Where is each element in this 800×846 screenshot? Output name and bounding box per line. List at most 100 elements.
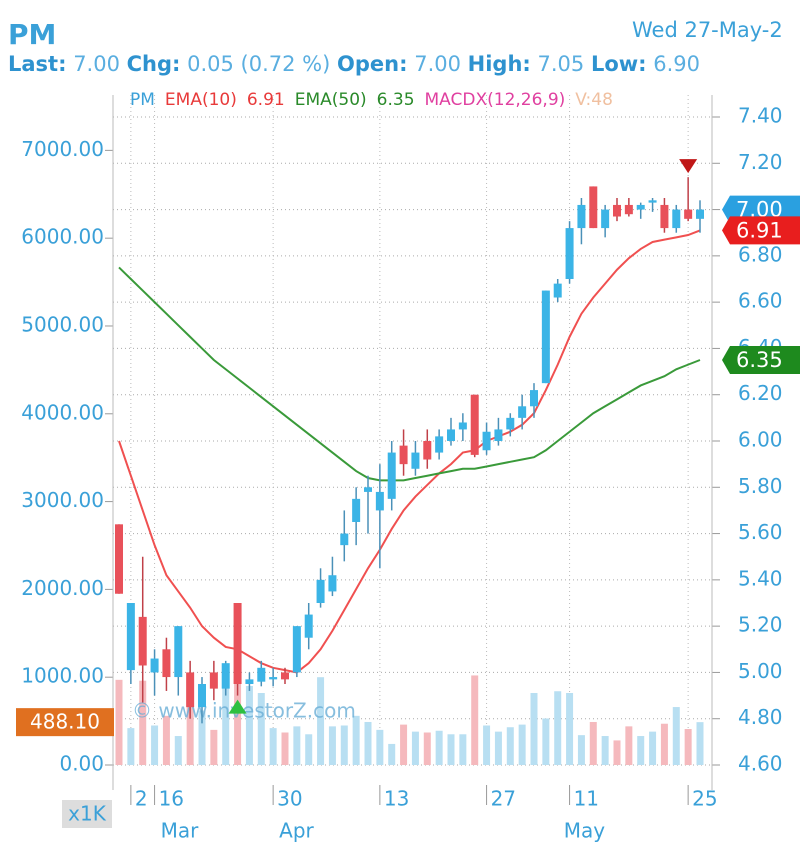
candle-body	[458, 422, 467, 430]
candle-body	[198, 684, 206, 708]
candle-body	[186, 672, 195, 708]
volume-bar	[222, 687, 230, 765]
volume-bar	[127, 728, 135, 765]
volume-bar	[305, 734, 313, 765]
candle-body	[162, 649, 171, 678]
x-tick-label: 13	[384, 787, 409, 811]
volume-bar	[471, 675, 479, 765]
y2-tick-label: 5.20	[738, 613, 783, 637]
y2-tick-label: 6.80	[738, 242, 783, 266]
y2-tick-label: 6.00	[738, 428, 783, 452]
volume-bar	[601, 736, 609, 765]
volume-bar	[566, 693, 574, 765]
date: Wed 27-May-2	[632, 18, 783, 42]
candle-body	[352, 498, 361, 522]
y-tick-label: 3000.00	[21, 488, 104, 512]
candle-body	[281, 672, 289, 680]
stats: Last: 7.00 Chg: 0.05 (0.72 %) Open: 7.00…	[8, 52, 700, 76]
candle-body	[304, 614, 313, 638]
price-badge-label: 6.91	[736, 218, 783, 242]
y-tick-label: 6000.00	[21, 225, 104, 249]
volume-bar	[554, 691, 562, 765]
volume-bar	[293, 726, 301, 765]
volume-bar	[637, 736, 645, 765]
y2-tick-label: 5.80	[738, 474, 783, 498]
volume-bar	[530, 693, 538, 765]
buy-signal	[228, 699, 247, 714]
volume-bar	[459, 734, 467, 765]
volume-bar	[364, 721, 372, 765]
candle-body	[150, 658, 159, 673]
label: Last:	[8, 52, 67, 76]
price-badge	[722, 346, 800, 374]
volume-bar	[388, 743, 396, 765]
candle-body	[399, 445, 408, 465]
x-tick-label: 27	[491, 787, 516, 811]
candle-body	[494, 429, 503, 441]
candle-body	[115, 524, 123, 594]
label: Open:	[337, 52, 408, 76]
candle-body	[648, 200, 657, 203]
y-tick-label: 5000.00	[21, 312, 104, 336]
y2-tick-label: 6.60	[738, 289, 783, 313]
month-label: Apr	[279, 819, 314, 843]
y2-tick-label: 4.60	[738, 752, 783, 776]
candle-body	[375, 491, 384, 511]
ema-line	[118, 229, 701, 674]
volume-bar	[269, 728, 277, 765]
ema-line	[118, 266, 701, 482]
candle-body	[589, 186, 598, 229]
candle-body	[672, 209, 681, 229]
unit-box	[62, 800, 112, 828]
candle-body	[233, 603, 242, 684]
volume-bar	[411, 731, 419, 765]
candle-body	[387, 452, 396, 499]
volume-badge	[16, 708, 114, 737]
volume-bar	[174, 736, 182, 765]
y2-tick-label: 5.60	[738, 520, 783, 544]
x-tick-label: 11	[574, 787, 599, 811]
candle-body	[624, 204, 633, 215]
legend-entry: PM	[130, 90, 155, 110]
candle-body	[660, 204, 669, 229]
legend-entry: MACDX(12,26,9)	[425, 90, 566, 110]
candle-body	[257, 667, 266, 682]
y2-tick-label: 5.40	[738, 566, 783, 590]
volume-bar	[257, 693, 265, 765]
y-tick-label: 1000.00	[21, 664, 104, 688]
x-tick-label: 16	[159, 787, 184, 811]
candle-body	[423, 441, 432, 460]
x-tick-label: 25	[692, 787, 717, 811]
volume-bar	[376, 729, 384, 765]
candle-body	[541, 290, 550, 384]
volume-bar	[613, 740, 621, 765]
candle-body	[316, 579, 325, 603]
volume-bar	[506, 727, 514, 765]
month-label: May	[564, 819, 606, 843]
volume-bar	[696, 722, 704, 765]
volume-bar	[340, 725, 348, 765]
volume-bar	[400, 724, 408, 765]
volume-bar	[625, 726, 633, 765]
y-tick-label: 4000.00	[21, 400, 104, 424]
y2-tick-label: 4.80	[738, 705, 783, 729]
x-tick-label: 2	[135, 787, 148, 811]
candle-body	[435, 436, 444, 453]
volume-bar	[245, 685, 253, 765]
volume-bar	[328, 726, 336, 765]
volume-bar	[483, 725, 491, 765]
candle-body	[292, 626, 301, 673]
candle-body	[684, 209, 693, 219]
unit-label: x1K	[68, 802, 107, 826]
symbol: PM	[8, 18, 57, 51]
legend-entry: 6.91	[247, 90, 285, 110]
candle-body	[482, 431, 491, 451]
volume-bar	[317, 677, 325, 765]
volume-bar	[577, 735, 585, 765]
candle-body	[518, 406, 527, 418]
volume-bar	[234, 681, 242, 765]
legend-entry: 6.35	[377, 90, 415, 110]
legend-entry: EMA(10)	[165, 90, 237, 110]
price-badge-label: 6.35	[736, 348, 783, 372]
